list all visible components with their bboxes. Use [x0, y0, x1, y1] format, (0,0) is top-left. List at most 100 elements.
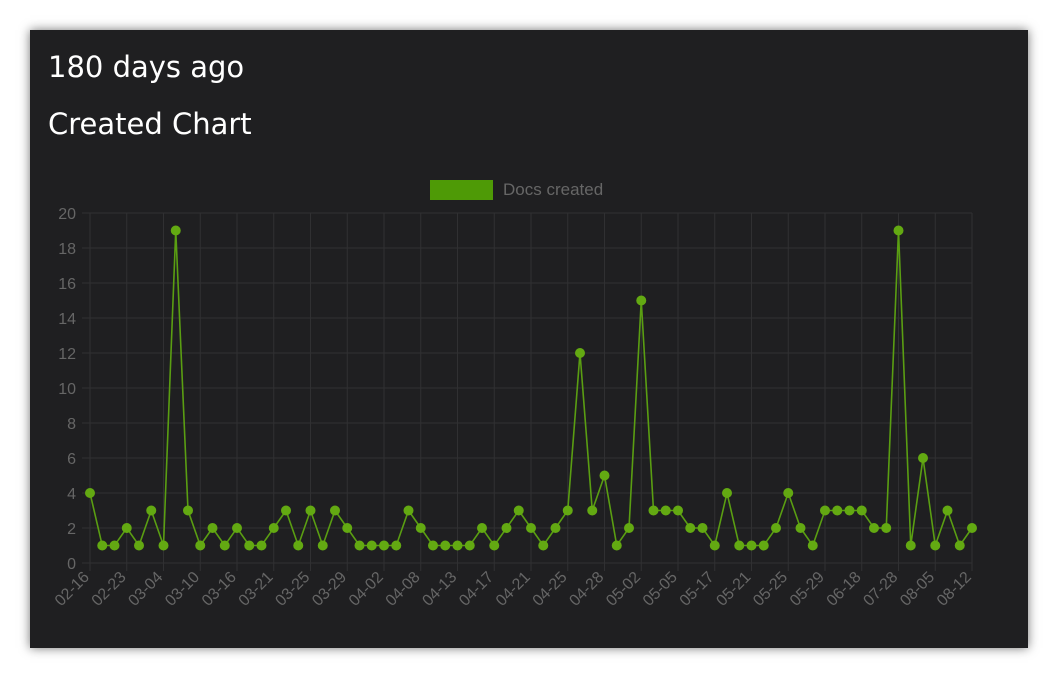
data-point: [538, 540, 549, 551]
data-point: [709, 540, 720, 551]
data-point: [440, 540, 451, 551]
data-point: [293, 540, 304, 551]
x-tick-label: 03-25: [272, 569, 313, 610]
period-label: 180 days ago: [48, 50, 245, 84]
x-tick-label: 06-18: [824, 569, 865, 610]
y-axis-ticks: 0 2 4 6 8 10 12 14 16 18 20: [58, 206, 76, 573]
data-point: [734, 540, 745, 551]
x-tick-label: 05-17: [677, 569, 718, 610]
y-tick-label: 14: [58, 311, 76, 328]
x-tick-label: 05-29: [787, 569, 828, 610]
data-point: [771, 523, 781, 533]
data-point: [758, 540, 769, 551]
data-point: [832, 505, 843, 516]
data-point: [954, 540, 965, 551]
y-tick-label: 20: [58, 206, 76, 223]
grid: [82, 212, 973, 571]
data-point: [575, 348, 585, 358]
data-point: [489, 540, 500, 551]
x-tick-label: 08-05: [897, 569, 938, 610]
x-tick-label: 04-28: [566, 569, 607, 610]
data-point: [893, 225, 904, 236]
data-point: [170, 225, 181, 236]
x-tick-label: 05-21: [713, 569, 754, 610]
data-point: [305, 505, 316, 516]
data-point: [219, 540, 230, 551]
data-point: [379, 540, 389, 551]
data-point: [673, 505, 683, 516]
data-point: [109, 540, 120, 551]
data-point: [428, 540, 438, 551]
data-point: [795, 523, 806, 533]
x-tick-label: 04-02: [346, 569, 387, 610]
data-point: [624, 523, 634, 533]
series-points: [85, 225, 977, 551]
data-point: [942, 505, 953, 516]
data-point: [85, 488, 95, 498]
x-tick-label: 02-16: [52, 569, 93, 610]
data-point: [134, 540, 144, 551]
x-tick-label: 04-25: [530, 569, 571, 610]
data-point: [366, 540, 377, 551]
data-point: [783, 488, 794, 498]
data-point: [807, 540, 818, 551]
data-point: [856, 505, 867, 516]
legend[interactable]: Docs created: [430, 180, 603, 200]
x-tick-label: 03-04: [125, 569, 166, 610]
x-tick-label: 07-28: [860, 569, 901, 610]
data-point: [244, 540, 255, 551]
data-point: [562, 505, 573, 516]
data-point: [697, 523, 708, 533]
y-tick-label: 6: [67, 451, 76, 468]
x-axis-ticks: 02-1602-2303-0403-1003-1603-2103-2503-29…: [52, 569, 975, 610]
data-point: [330, 505, 340, 516]
data-point: [513, 505, 524, 516]
data-point: [452, 540, 463, 551]
data-point: [636, 295, 647, 306]
data-point: [648, 505, 659, 516]
legend-swatch[interactable]: [430, 180, 493, 200]
y-tick-label: 12: [58, 346, 76, 363]
x-tick-label: 04-13: [419, 569, 460, 610]
data-point: [183, 505, 193, 516]
data-point: [599, 470, 610, 481]
data-point: [611, 540, 622, 551]
x-tick-label: 03-10: [162, 569, 203, 610]
data-point: [195, 540, 206, 551]
data-point: [403, 505, 414, 516]
data-point: [869, 523, 879, 533]
data-point: [685, 523, 696, 533]
legend-label[interactable]: Docs created: [503, 180, 603, 199]
data-point: [232, 523, 242, 533]
y-tick-label: 16: [58, 276, 76, 293]
data-point: [967, 523, 977, 533]
y-tick-label: 0: [67, 556, 76, 573]
data-point: [587, 505, 598, 516]
data-point: [317, 540, 328, 551]
data-point: [342, 523, 353, 533]
data-point: [415, 523, 426, 533]
data-point: [281, 505, 291, 516]
section-title: Created Chart: [48, 107, 252, 141]
x-tick-label: 04-17: [456, 569, 497, 610]
x-tick-label: 08-12: [934, 569, 975, 610]
x-tick-label: 04-21: [493, 569, 534, 610]
data-point: [121, 523, 132, 533]
data-point: [820, 505, 830, 516]
data-point: [256, 540, 267, 551]
data-point: [464, 540, 475, 551]
data-point: [477, 523, 487, 533]
data-point: [746, 540, 757, 551]
data-point: [844, 505, 855, 516]
data-point: [881, 523, 892, 533]
x-tick-label: 03-21: [236, 569, 277, 610]
data-point: [97, 540, 108, 551]
y-tick-label: 8: [67, 416, 76, 433]
y-tick-label: 18: [58, 241, 76, 258]
data-point: [354, 540, 365, 551]
y-tick-label: 10: [58, 381, 76, 398]
data-point: [930, 540, 941, 551]
data-point: [158, 540, 169, 551]
x-tick-label: 03-16: [199, 569, 240, 610]
